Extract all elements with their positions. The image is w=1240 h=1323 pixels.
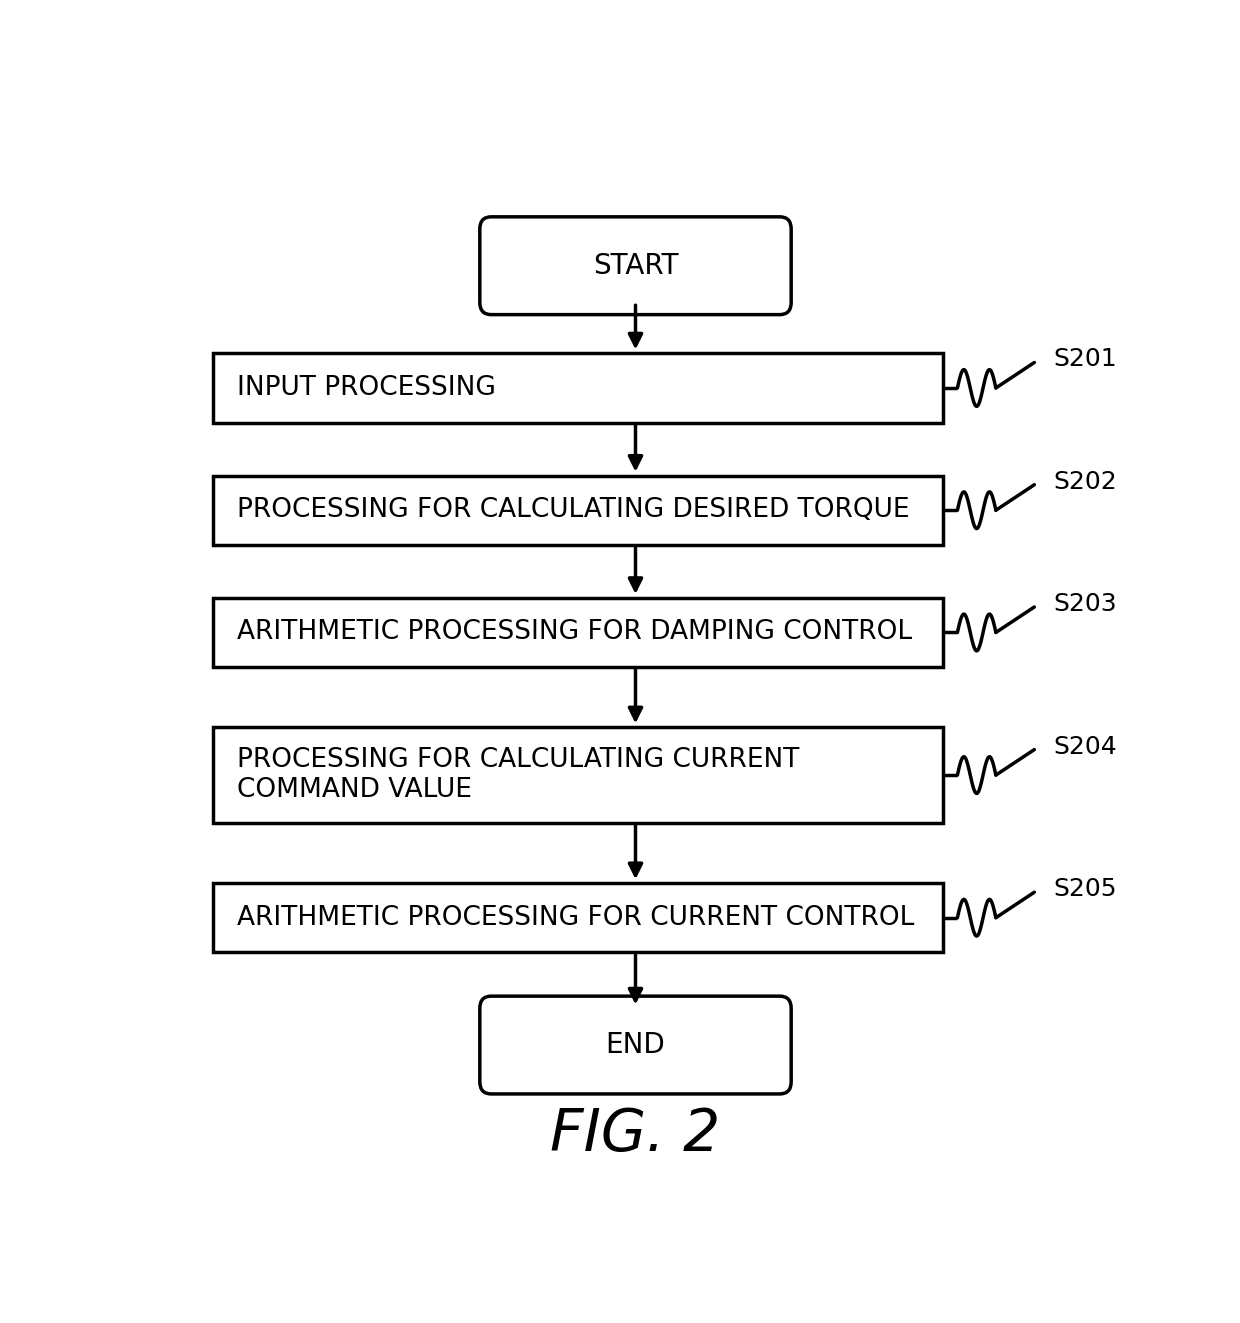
FancyBboxPatch shape [480,996,791,1094]
Text: END: END [605,1031,666,1058]
Text: S201: S201 [1054,348,1117,372]
FancyBboxPatch shape [213,598,944,667]
FancyBboxPatch shape [213,728,944,823]
Text: ARITHMETIC PROCESSING FOR DAMPING CONTROL: ARITHMETIC PROCESSING FOR DAMPING CONTRO… [237,619,911,646]
Text: S204: S204 [1054,734,1117,758]
Text: FIG. 2: FIG. 2 [551,1106,720,1163]
Text: PROCESSING FOR CALCULATING CURRENT
COMMAND VALUE: PROCESSING FOR CALCULATING CURRENT COMMA… [237,747,799,803]
Text: S203: S203 [1054,591,1117,617]
Text: INPUT PROCESSING: INPUT PROCESSING [237,374,496,401]
Text: S202: S202 [1054,470,1117,493]
Text: ARITHMETIC PROCESSING FOR CURRENT CONTROL: ARITHMETIC PROCESSING FOR CURRENT CONTRO… [237,905,914,930]
Text: S205: S205 [1054,877,1117,901]
FancyBboxPatch shape [213,882,944,953]
Text: START: START [593,251,678,279]
FancyBboxPatch shape [480,217,791,315]
Text: PROCESSING FOR CALCULATING DESIRED TORQUE: PROCESSING FOR CALCULATING DESIRED TORQU… [237,497,909,523]
FancyBboxPatch shape [213,475,944,545]
FancyBboxPatch shape [213,353,944,422]
